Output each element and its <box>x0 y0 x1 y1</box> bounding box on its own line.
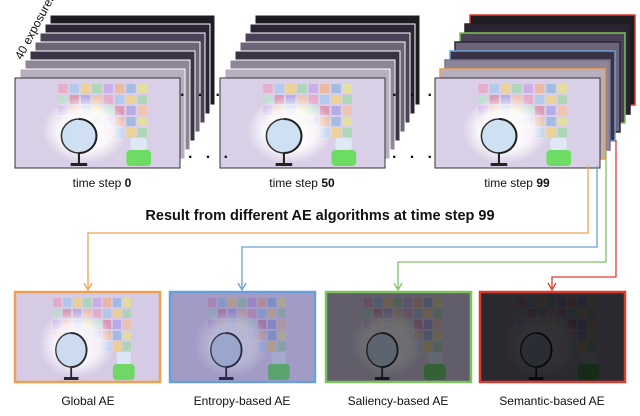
frame-label: time step 99 <box>484 176 550 190</box>
section-title: Result from different AE algorithms at t… <box>145 208 494 224</box>
exposure-frame <box>15 78 180 168</box>
ellipsis: · · · <box>392 87 437 104</box>
connectors <box>87 140 617 288</box>
ellipsis: · · · <box>392 149 437 166</box>
ellipsis: · · · <box>180 87 225 104</box>
ellipsis: · · · <box>188 149 233 166</box>
result-label: Entropy-based AE <box>194 394 291 408</box>
frame-border <box>219 77 386 169</box>
result-label: Semantic-based AE <box>499 394 604 408</box>
exposure-tint <box>326 292 471 382</box>
result-border <box>478 290 627 384</box>
exposure-tint <box>170 292 315 382</box>
frame-label: time step 50 <box>269 176 335 190</box>
result-border <box>168 290 317 384</box>
exposure-tint <box>480 292 625 382</box>
frame-border <box>14 77 181 169</box>
result-border <box>13 290 162 384</box>
frame-border <box>434 77 601 169</box>
result-label: Saliency-based AE <box>348 394 449 408</box>
exposure-frame <box>435 78 600 168</box>
frame-label: time step 0 <box>73 176 132 190</box>
result-label: Global AE <box>61 394 114 408</box>
exposure-tint <box>15 292 160 382</box>
result-border <box>324 290 473 384</box>
exposure-frame <box>220 78 385 168</box>
